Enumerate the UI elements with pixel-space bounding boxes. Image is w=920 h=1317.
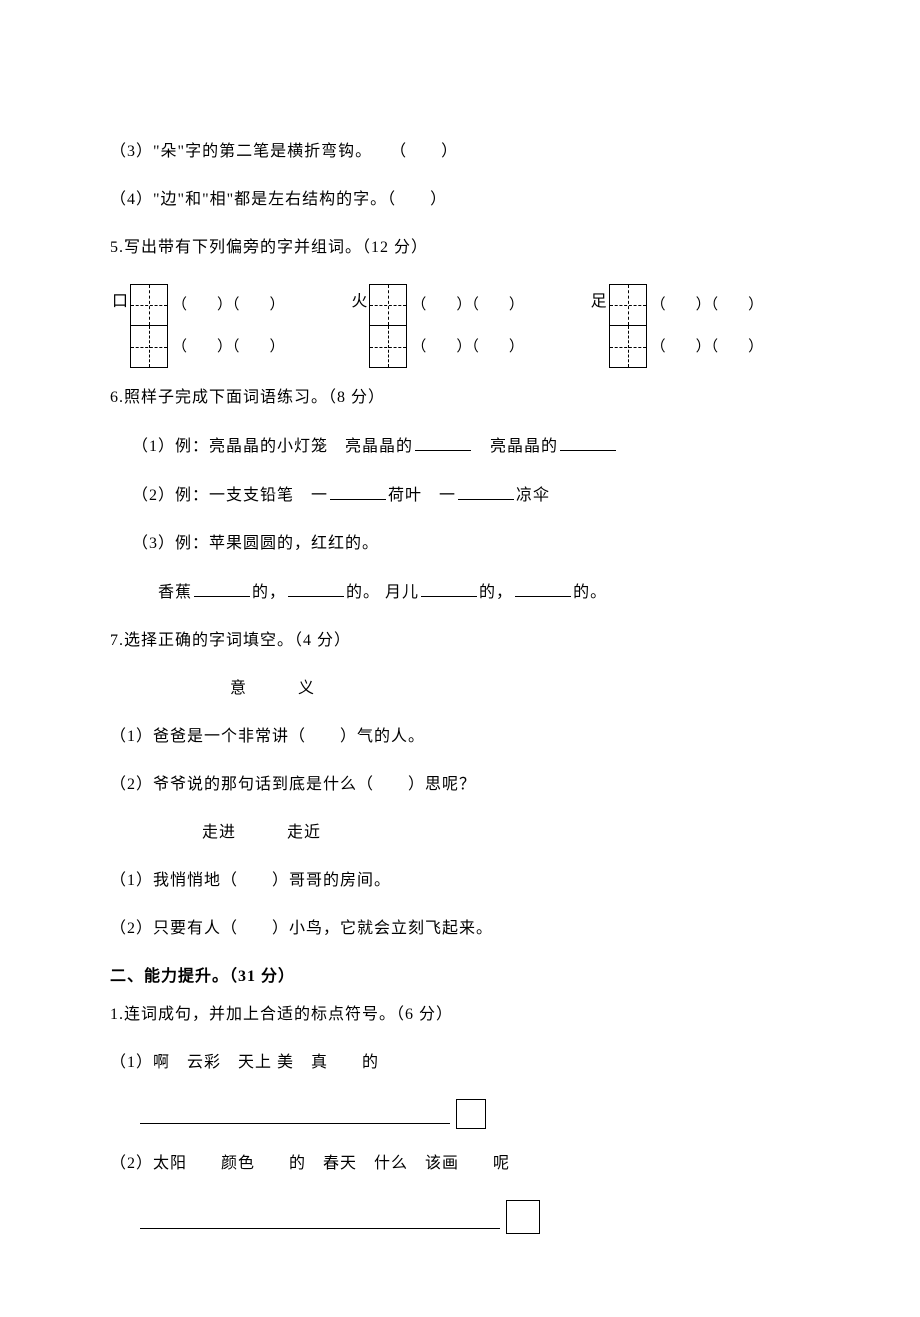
q6-l4c: 的。 月儿 — [346, 584, 419, 601]
q6-prompt: 6.照样子完成下面词语练习。（8 分） — [110, 386, 810, 410]
answer-line[interactable] — [140, 1103, 450, 1124]
q6-l2b: 荷叶 一 — [388, 487, 456, 504]
punctuation-box[interactable] — [456, 1099, 486, 1129]
worksheet-page: （3）"朵"字的第二笔是横折弯钩。 （ ） （4）"边"和"相"都是左右结构的字… — [0, 0, 920, 1317]
q7-p1-1[interactable]: （1）爸爸是一个非常讲（ ）气的人。 — [110, 725, 810, 749]
q6-line4[interactable]: 香蕉 的， 的。 月儿 的， 的。 — [158, 580, 810, 605]
s2-q1-2-answer[interactable] — [140, 1200, 810, 1229]
grid-cell[interactable] — [609, 326, 647, 368]
q5-parens-3: （ ）（ ） （ ）（ ） — [647, 284, 764, 368]
q3-item4[interactable]: （4）"边"和"相"都是左右结构的字。（ ） — [110, 188, 810, 212]
s2-q1-1-answer[interactable] — [140, 1099, 810, 1124]
blank[interactable] — [330, 483, 386, 500]
q6-l2a: （2）例：一支支铅笔 一 — [132, 487, 328, 504]
paren-blank[interactable]: （ ）（ ） — [172, 336, 285, 359]
paren-blank[interactable]: （ ）（ ） — [411, 294, 524, 317]
q7-p2-2[interactable]: （2）只要有人（ ）小鸟，它就会立刻飞起来。 — [110, 917, 810, 941]
s2-q1-prompt: 1.连词成句，并加上合适的标点符号。（6 分） — [110, 1003, 810, 1027]
q5-grid-row: 口 （ ）（ ） （ ）（ ） 火 （ ）（ ） （ ）（ ） 足 — [110, 284, 810, 368]
q7-pair2: 走进 走近 — [202, 821, 810, 845]
s2-q1-2: （2）太阳 颜色 的 春天 什么 该画 呢 — [110, 1152, 810, 1176]
q7-p1-2[interactable]: （2）爷爷说的那句话到底是什么（ ）思呢？ — [110, 773, 810, 797]
q6-line2[interactable]: （2）例：一支支铅笔 一 荷叶 一 凉伞 — [132, 483, 810, 508]
s2-q1-1: （1）啊 云彩 天上 美 真 的 — [110, 1051, 810, 1075]
grid-cell[interactable] — [369, 284, 407, 326]
grid-cell[interactable] — [369, 326, 407, 368]
q5-parens-2: （ ）（ ） （ ）（ ） — [407, 284, 524, 368]
q6-line3: （3）例：苹果圆圆的，红红的。 — [132, 532, 810, 556]
q6-l4a: 香蕉 — [158, 584, 192, 601]
blank[interactable] — [415, 434, 471, 451]
q6-line1[interactable]: （1）例：亮晶晶的小灯笼 亮晶晶的 亮晶晶的 — [132, 434, 810, 459]
q6-l1a: （1）例：亮晶晶的小灯笼 亮晶晶的 — [132, 438, 413, 455]
q5-radical-1: 口 — [110, 284, 130, 314]
q7-p2-1[interactable]: （1）我悄悄地（ ）哥哥的房间。 — [110, 869, 810, 893]
q5-gridbox-2[interactable] — [369, 284, 407, 368]
blank[interactable] — [288, 580, 344, 597]
answer-line[interactable] — [140, 1208, 500, 1229]
q5-group-3: 足 （ ）（ ） （ ）（ ） — [589, 284, 810, 368]
q6-l4d: 的， — [479, 584, 513, 601]
q5-gridbox-1[interactable] — [130, 284, 168, 368]
q5-group-2: 火 （ ）（ ） （ ）（ ） — [349, 284, 570, 368]
grid-cell[interactable] — [130, 284, 168, 326]
q3-item3[interactable]: （3）"朵"字的第二笔是横折弯钩。 （ ） — [110, 140, 810, 164]
q6-l1b: 亮晶晶的 — [473, 438, 558, 455]
q5-radical-3: 足 — [589, 284, 609, 314]
q6-l2c: 凉伞 — [516, 487, 550, 504]
paren-blank[interactable]: （ ）（ ） — [651, 336, 764, 359]
punctuation-box[interactable] — [506, 1200, 540, 1234]
blank[interactable] — [421, 580, 477, 597]
q5-group-1: 口 （ ）（ ） （ ）（ ） — [110, 284, 331, 368]
q5-parens-1: （ ）（ ） （ ）（ ） — [168, 284, 285, 368]
grid-cell[interactable] — [609, 284, 647, 326]
q5-prompt: 5.写出带有下列偏旁的字并组词。（12 分） — [110, 236, 810, 260]
q7-prompt: 7.选择正确的字词填空。（4 分） — [110, 629, 810, 653]
paren-blank[interactable]: （ ）（ ） — [651, 294, 764, 317]
section2-title: 二、能力提升。（31 分） — [110, 965, 810, 989]
grid-cell[interactable] — [130, 326, 168, 368]
q5-radical-2: 火 — [349, 284, 369, 314]
blank[interactable] — [515, 580, 571, 597]
blank[interactable] — [560, 434, 616, 451]
blank[interactable] — [458, 483, 514, 500]
q6-l4e: 的。 — [573, 584, 607, 601]
paren-blank[interactable]: （ ）（ ） — [172, 294, 285, 317]
q7-pair1: 意 义 — [230, 677, 810, 701]
q5-gridbox-3[interactable] — [609, 284, 647, 368]
paren-blank[interactable]: （ ）（ ） — [411, 336, 524, 359]
blank[interactable] — [194, 580, 250, 597]
q6-l4b: 的， — [252, 584, 286, 601]
